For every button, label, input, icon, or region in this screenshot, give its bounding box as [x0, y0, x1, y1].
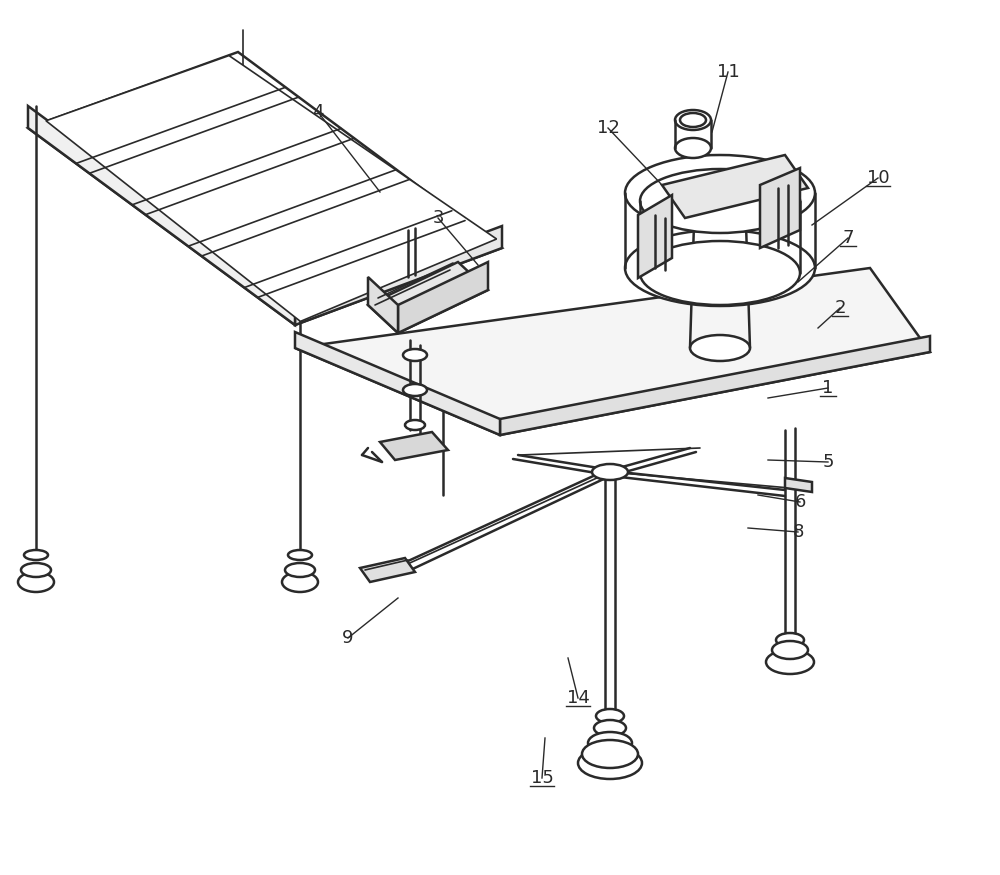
Polygon shape — [295, 268, 930, 435]
Text: 15: 15 — [531, 769, 553, 787]
Text: 1: 1 — [822, 379, 834, 397]
Ellipse shape — [282, 572, 318, 592]
Ellipse shape — [675, 110, 711, 130]
Polygon shape — [360, 558, 415, 582]
Ellipse shape — [596, 709, 624, 723]
Ellipse shape — [625, 230, 815, 306]
Text: 3: 3 — [432, 209, 444, 227]
Ellipse shape — [640, 169, 800, 233]
Ellipse shape — [690, 335, 750, 361]
Text: 14: 14 — [567, 689, 589, 707]
Ellipse shape — [772, 641, 808, 659]
Text: 8: 8 — [792, 523, 804, 541]
Text: 10: 10 — [867, 169, 889, 187]
Polygon shape — [28, 106, 295, 325]
Polygon shape — [368, 262, 488, 333]
Ellipse shape — [675, 138, 711, 158]
Polygon shape — [500, 336, 930, 435]
Text: 7: 7 — [842, 229, 854, 247]
Ellipse shape — [776, 633, 804, 647]
Polygon shape — [295, 226, 502, 325]
Polygon shape — [295, 332, 500, 435]
Ellipse shape — [625, 155, 815, 231]
Text: 5: 5 — [822, 453, 834, 471]
Ellipse shape — [18, 572, 54, 592]
Ellipse shape — [766, 650, 814, 674]
Ellipse shape — [405, 420, 425, 430]
Ellipse shape — [582, 740, 638, 768]
Polygon shape — [785, 478, 812, 492]
Ellipse shape — [403, 349, 427, 361]
Polygon shape — [398, 262, 488, 333]
Ellipse shape — [588, 732, 632, 754]
Ellipse shape — [592, 464, 628, 480]
Ellipse shape — [640, 241, 800, 305]
Text: 4: 4 — [312, 103, 324, 121]
Polygon shape — [368, 277, 398, 333]
Ellipse shape — [24, 550, 48, 560]
Text: 12: 12 — [597, 119, 619, 137]
Text: 11: 11 — [717, 63, 739, 81]
Polygon shape — [760, 168, 800, 248]
Ellipse shape — [288, 550, 312, 560]
Ellipse shape — [578, 747, 642, 779]
Text: 2: 2 — [834, 299, 846, 317]
Polygon shape — [638, 195, 672, 278]
Polygon shape — [28, 52, 502, 325]
Polygon shape — [662, 155, 808, 218]
Ellipse shape — [695, 183, 745, 203]
Polygon shape — [380, 432, 448, 460]
Text: 6: 6 — [794, 493, 806, 511]
Text: 9: 9 — [342, 629, 354, 647]
Ellipse shape — [594, 720, 626, 736]
Ellipse shape — [680, 113, 706, 127]
Ellipse shape — [285, 563, 315, 577]
Ellipse shape — [403, 384, 427, 396]
Ellipse shape — [21, 563, 51, 577]
Polygon shape — [46, 56, 497, 321]
